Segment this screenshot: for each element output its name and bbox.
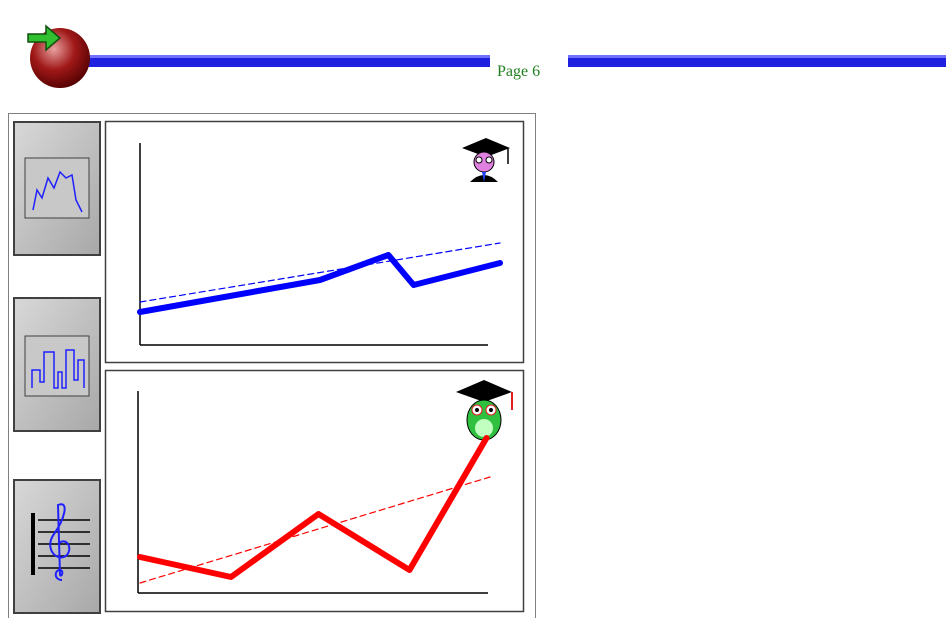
- graph-button[interactable]: [14, 122, 100, 255]
- body: Page 6: [0, 0, 951, 618]
- header: Page 6: [28, 26, 946, 88]
- header-bar-shine: [70, 55, 490, 58]
- buttons: [14, 122, 100, 613]
- chart-frame: [106, 371, 524, 612]
- screen: Page 6: [0, 0, 951, 618]
- bar-button[interactable]: [14, 298, 100, 431]
- music-button[interactable]: [14, 480, 100, 613]
- page-title: Page 6: [497, 63, 540, 80]
- header-bar-shine: [568, 55, 946, 58]
- chart-frame: [106, 122, 524, 363]
- page: {"header": {"title": "Page 6"}, "chart_d…: [0, 0, 951, 618]
